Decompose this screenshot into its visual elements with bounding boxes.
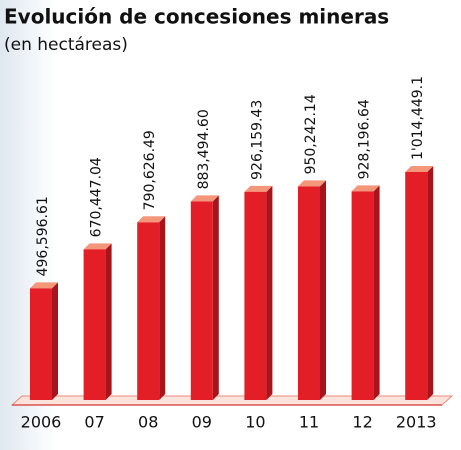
bar <box>298 186 320 400</box>
chart-title: Evolución de concesiones mineras <box>4 5 389 29</box>
bar-top <box>190 195 219 202</box>
bar-top <box>351 185 380 192</box>
bar-side <box>105 243 112 400</box>
bar-top <box>137 216 166 223</box>
value-label: 790,626.49 <box>142 130 158 210</box>
bar <box>244 191 267 400</box>
bar <box>190 201 213 400</box>
value-label: 926,159.43 <box>249 100 265 180</box>
x-tick-label: 2006 <box>21 413 62 432</box>
bar-side <box>427 166 434 400</box>
bar <box>83 249 106 400</box>
bar-side <box>266 185 273 400</box>
x-tick-label: 10 <box>245 413 265 432</box>
x-tick-label: 11 <box>299 413 319 432</box>
bar-top <box>298 180 326 187</box>
bar-top <box>30 282 58 289</box>
value-label: 670,447.04 <box>89 157 105 237</box>
x-tick-label: 12 <box>352 413 372 432</box>
bar-top <box>244 185 273 192</box>
bar <box>137 222 160 400</box>
value-label: 950,242.14 <box>303 94 319 174</box>
x-tick-label: 08 <box>138 413 158 432</box>
value-label: 1'014,449.1 <box>410 76 426 160</box>
bar-top <box>405 166 434 172</box>
bar <box>30 288 52 400</box>
value-label: 496,596.61 <box>35 196 51 276</box>
x-tick-label: 2013 <box>396 413 437 432</box>
bar-top <box>83 243 112 250</box>
value-label: 883,494.60 <box>196 109 212 189</box>
bar-side <box>373 185 380 400</box>
bar-side <box>212 195 219 400</box>
floor <box>10 395 454 406</box>
bar-side <box>320 180 326 400</box>
value-label: 928,196.64 <box>357 99 373 179</box>
bar <box>405 172 428 400</box>
x-tick-label: 07 <box>84 413 104 432</box>
x-tick-label: 09 <box>192 413 212 432</box>
bar <box>351 191 374 400</box>
bar-side <box>159 216 166 400</box>
chart-subtitle: (en hectáreas) <box>4 35 128 55</box>
bar-side <box>52 282 58 400</box>
